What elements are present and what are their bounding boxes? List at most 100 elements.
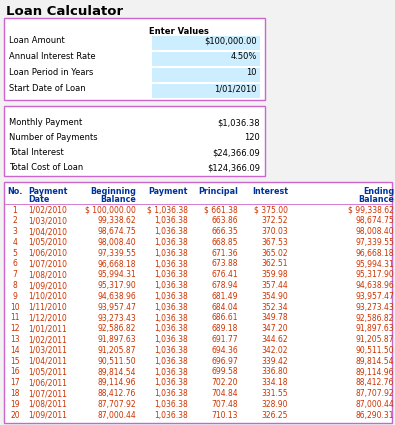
Text: 342.02: 342.02	[261, 346, 288, 355]
Text: 1/03/2010: 1/03/2010	[28, 216, 67, 225]
Text: No.: No.	[8, 187, 23, 196]
Text: 696.97: 696.97	[211, 357, 238, 366]
Text: $1,036.38: $1,036.38	[217, 118, 260, 127]
Text: 93,273.43: 93,273.43	[97, 314, 136, 323]
Text: 91,897.63: 91,897.63	[98, 335, 136, 344]
Text: 1/06/2011: 1/06/2011	[28, 378, 67, 387]
Text: 344.62: 344.62	[261, 335, 288, 344]
Text: 2: 2	[13, 216, 17, 225]
FancyBboxPatch shape	[4, 182, 392, 423]
Text: 691.77: 691.77	[211, 335, 238, 344]
Text: 13: 13	[10, 335, 20, 344]
Text: 1/04/2010: 1/04/2010	[28, 227, 67, 236]
Text: $ 375.00: $ 375.00	[254, 206, 288, 215]
Text: 365.02: 365.02	[261, 249, 288, 258]
Text: 354.90: 354.90	[261, 292, 288, 301]
Text: 93,273.43: 93,273.43	[355, 303, 394, 312]
Text: 4: 4	[13, 238, 17, 247]
Text: 92,586.82: 92,586.82	[98, 324, 136, 333]
Text: Balance: Balance	[100, 195, 136, 204]
Text: 666.35: 666.35	[211, 227, 238, 236]
Text: 1,036.38: 1,036.38	[154, 378, 188, 387]
Text: 88,412.76: 88,412.76	[356, 378, 394, 387]
Text: 1/02/2011: 1/02/2011	[28, 335, 67, 344]
Text: 668.85: 668.85	[211, 238, 238, 247]
Text: 1/01/2010: 1/01/2010	[214, 84, 257, 93]
Text: 88,412.76: 88,412.76	[98, 389, 136, 398]
Text: 328.90: 328.90	[261, 400, 288, 409]
FancyBboxPatch shape	[152, 52, 260, 66]
Text: 11: 11	[10, 314, 20, 323]
Text: 1: 1	[13, 206, 17, 215]
Text: 339.42: 339.42	[261, 357, 288, 366]
Text: Loan Calculator: Loan Calculator	[6, 5, 123, 18]
Text: 86,290.31: 86,290.31	[356, 411, 394, 420]
Text: 1/01/2011: 1/01/2011	[28, 324, 67, 333]
Text: 98,008.40: 98,008.40	[356, 227, 394, 236]
Text: 1/08/2010: 1/08/2010	[28, 270, 67, 279]
Text: 1,036.38: 1,036.38	[154, 400, 188, 409]
Text: 1,036.38: 1,036.38	[154, 249, 188, 258]
Text: Enter Values: Enter Values	[149, 27, 209, 36]
Text: 663.86: 663.86	[211, 216, 238, 225]
Text: 16: 16	[10, 368, 20, 377]
Text: Start Date of Loan: Start Date of Loan	[9, 84, 86, 93]
Text: 1/07/2010: 1/07/2010	[28, 260, 67, 269]
Text: Date: Date	[28, 195, 49, 204]
Text: 87,707.92: 87,707.92	[356, 389, 394, 398]
Text: 1,036.38: 1,036.38	[154, 270, 188, 279]
Text: 689.18: 689.18	[212, 324, 238, 333]
Text: 99,338.62: 99,338.62	[98, 216, 136, 225]
Text: 20: 20	[10, 411, 20, 420]
Text: 702.20: 702.20	[211, 378, 238, 387]
Text: 90,511.50: 90,511.50	[98, 357, 136, 366]
Text: 91,205.87: 91,205.87	[98, 346, 136, 355]
Text: 694.36: 694.36	[211, 346, 238, 355]
Text: 1,036.38: 1,036.38	[154, 281, 188, 290]
Text: 94,638.96: 94,638.96	[355, 281, 394, 290]
Text: 97,339.55: 97,339.55	[355, 238, 394, 247]
Text: 684.04: 684.04	[211, 303, 238, 312]
Text: 357.44: 357.44	[261, 281, 288, 290]
Text: 87,707.92: 87,707.92	[98, 400, 136, 409]
Text: 1/10/2010: 1/10/2010	[28, 292, 67, 301]
Text: 91,897.63: 91,897.63	[356, 324, 394, 333]
Text: 349.78: 349.78	[261, 314, 288, 323]
Text: 96,668.18: 96,668.18	[356, 249, 394, 258]
Text: 1,036.38: 1,036.38	[154, 368, 188, 377]
Text: 3: 3	[13, 227, 17, 236]
Text: 93,957.47: 93,957.47	[97, 303, 136, 312]
Text: 98,008.40: 98,008.40	[98, 238, 136, 247]
Text: 9: 9	[13, 292, 17, 301]
Text: 1/06/2010: 1/06/2010	[28, 249, 67, 258]
Text: 1,036.38: 1,036.38	[154, 411, 188, 420]
Text: 681.49: 681.49	[211, 292, 238, 301]
Text: 90,511.50: 90,511.50	[356, 346, 394, 355]
Text: 89,114.96: 89,114.96	[98, 378, 136, 387]
Text: 1,036.38: 1,036.38	[154, 324, 188, 333]
Text: 678.94: 678.94	[211, 281, 238, 290]
Text: 91,205.87: 91,205.87	[356, 335, 394, 344]
Text: 1/02/2010: 1/02/2010	[28, 206, 67, 215]
Text: 19: 19	[10, 400, 20, 409]
FancyBboxPatch shape	[4, 18, 265, 100]
Text: 710.13: 710.13	[211, 411, 238, 420]
Text: 87,000.44: 87,000.44	[355, 400, 394, 409]
Text: Loan Amount: Loan Amount	[9, 36, 65, 45]
Text: Monthly Payment: Monthly Payment	[9, 118, 82, 127]
Text: 370.03: 370.03	[261, 227, 288, 236]
Text: 1,036.38: 1,036.38	[154, 335, 188, 344]
Text: Total Interest: Total Interest	[9, 148, 64, 157]
Text: $124,366.09: $124,366.09	[207, 163, 260, 172]
Text: 359.98: 359.98	[261, 270, 288, 279]
Text: Principal: Principal	[198, 187, 238, 196]
Text: Interest: Interest	[252, 187, 288, 196]
Text: 5: 5	[13, 249, 17, 258]
Text: Total Cost of Loan: Total Cost of Loan	[9, 163, 83, 172]
Text: 89,814.54: 89,814.54	[356, 357, 394, 366]
Text: 6: 6	[13, 260, 17, 269]
Text: 671.36: 671.36	[211, 249, 238, 258]
Text: 1,036.38: 1,036.38	[154, 303, 188, 312]
Text: 7: 7	[13, 270, 17, 279]
Text: 1,036.38: 1,036.38	[154, 260, 188, 269]
